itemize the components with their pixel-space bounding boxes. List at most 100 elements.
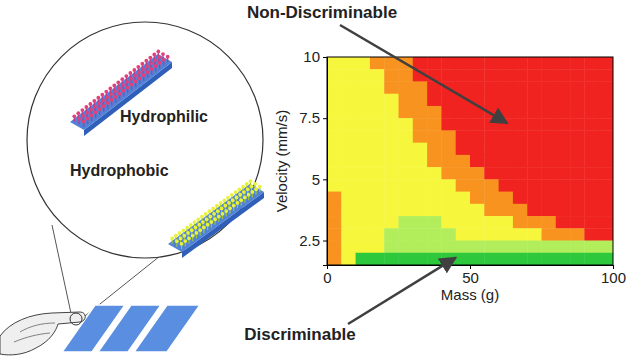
molecule-head (183, 239, 187, 243)
heat-cell (513, 253, 528, 265)
heat-cell (584, 216, 599, 229)
heat-cell (327, 179, 342, 192)
molecule-head (238, 193, 242, 197)
molecule-head (227, 201, 231, 205)
y-axis: 2.557.510 (299, 48, 327, 265)
heat-cell (470, 204, 485, 217)
heat-cell (513, 143, 528, 156)
y-tick: 2.5 (299, 232, 327, 249)
heat-cell (456, 81, 471, 94)
heat-cell (484, 179, 499, 192)
heat-cell (399, 155, 414, 168)
heat-cell (499, 192, 514, 205)
heat-cell (413, 155, 428, 168)
molecule-head (81, 114, 85, 118)
x-axis: 050100 (323, 265, 626, 286)
heat-cell (384, 228, 399, 241)
heat-cell (570, 253, 585, 265)
molecule-head (125, 80, 129, 84)
molecule-head (182, 234, 186, 238)
heat-cell (556, 69, 571, 82)
heat-cell (370, 228, 385, 241)
molecule-head (228, 206, 232, 210)
heat-cell (542, 57, 557, 70)
molecule-head (109, 92, 113, 96)
heat-cell (542, 94, 557, 107)
heat-cell (456, 241, 471, 254)
heat-cell (341, 253, 356, 265)
molecule-head (72, 114, 76, 118)
heat-cell (527, 167, 542, 180)
heat-cell (427, 253, 442, 265)
molecule-head (138, 76, 142, 80)
x-tick-label: 50 (462, 269, 479, 286)
heat-cell (327, 192, 342, 205)
heat-cell (599, 130, 613, 143)
heat-cell (584, 130, 599, 143)
annotation-text: Discriminable (244, 325, 356, 344)
heat-cell (556, 118, 571, 131)
heat-cell (456, 69, 471, 82)
heat-cell (499, 143, 514, 156)
heat-cell (399, 143, 414, 156)
heat-cell (499, 69, 514, 82)
heat-cell (441, 106, 456, 119)
heat-cell (527, 228, 542, 241)
heat-cell (441, 179, 456, 192)
heat-cell (570, 192, 585, 205)
heat-cell (441, 241, 456, 254)
heat-cell (356, 167, 371, 180)
heat-cell (570, 155, 585, 168)
molecule-head (197, 223, 201, 227)
heat-cell (470, 216, 485, 229)
heat-cell (570, 118, 585, 131)
heat-cell (599, 204, 613, 217)
molecule-head (174, 234, 178, 238)
heat-cell (456, 192, 471, 205)
heat-cell (427, 204, 442, 217)
molecule-head (104, 90, 108, 94)
heat-cell (556, 81, 571, 94)
heat-cell (399, 241, 414, 254)
heat-cell (470, 143, 485, 156)
molecule-head (206, 223, 210, 227)
heat-cell (584, 155, 599, 168)
illustration: HydrophilicHydrophobic (0, 22, 264, 355)
heat-cell (456, 216, 471, 229)
molecule-head (122, 89, 126, 93)
heat-cell (441, 143, 456, 156)
molecule-head (150, 67, 154, 71)
molecule-head (209, 215, 213, 219)
molecule-head (84, 105, 88, 109)
molecule-head (217, 215, 221, 219)
molecule-head (230, 193, 234, 197)
heat-cell (484, 253, 499, 265)
molecule-head (77, 117, 81, 121)
heat-cell (384, 81, 399, 94)
heat-cell (384, 241, 399, 254)
molecule-head (161, 52, 165, 56)
heat-cell (599, 241, 613, 254)
heat-cell (356, 106, 371, 119)
hydrophobic-slab (168, 179, 264, 258)
molecule-head (153, 58, 157, 62)
heat-cell (356, 69, 371, 82)
heat-cell (384, 94, 399, 107)
heat-cell (499, 167, 514, 180)
y-tick-label: 10 (303, 48, 320, 65)
heat-cell (470, 241, 485, 254)
heat-cell (499, 130, 514, 143)
heat-cell (570, 143, 585, 156)
heat-cell (527, 130, 542, 143)
x-tick-label: 0 (323, 269, 331, 286)
heat-cell (484, 216, 499, 229)
molecule-head (97, 102, 101, 106)
heat-cell (513, 192, 528, 205)
heat-cell (556, 155, 571, 168)
heat-cell (370, 130, 385, 143)
heat-cell (356, 94, 371, 107)
heat-cell (513, 81, 528, 94)
molecule-head (121, 83, 125, 87)
molecule-head (149, 61, 153, 65)
heat-cell (413, 228, 428, 241)
